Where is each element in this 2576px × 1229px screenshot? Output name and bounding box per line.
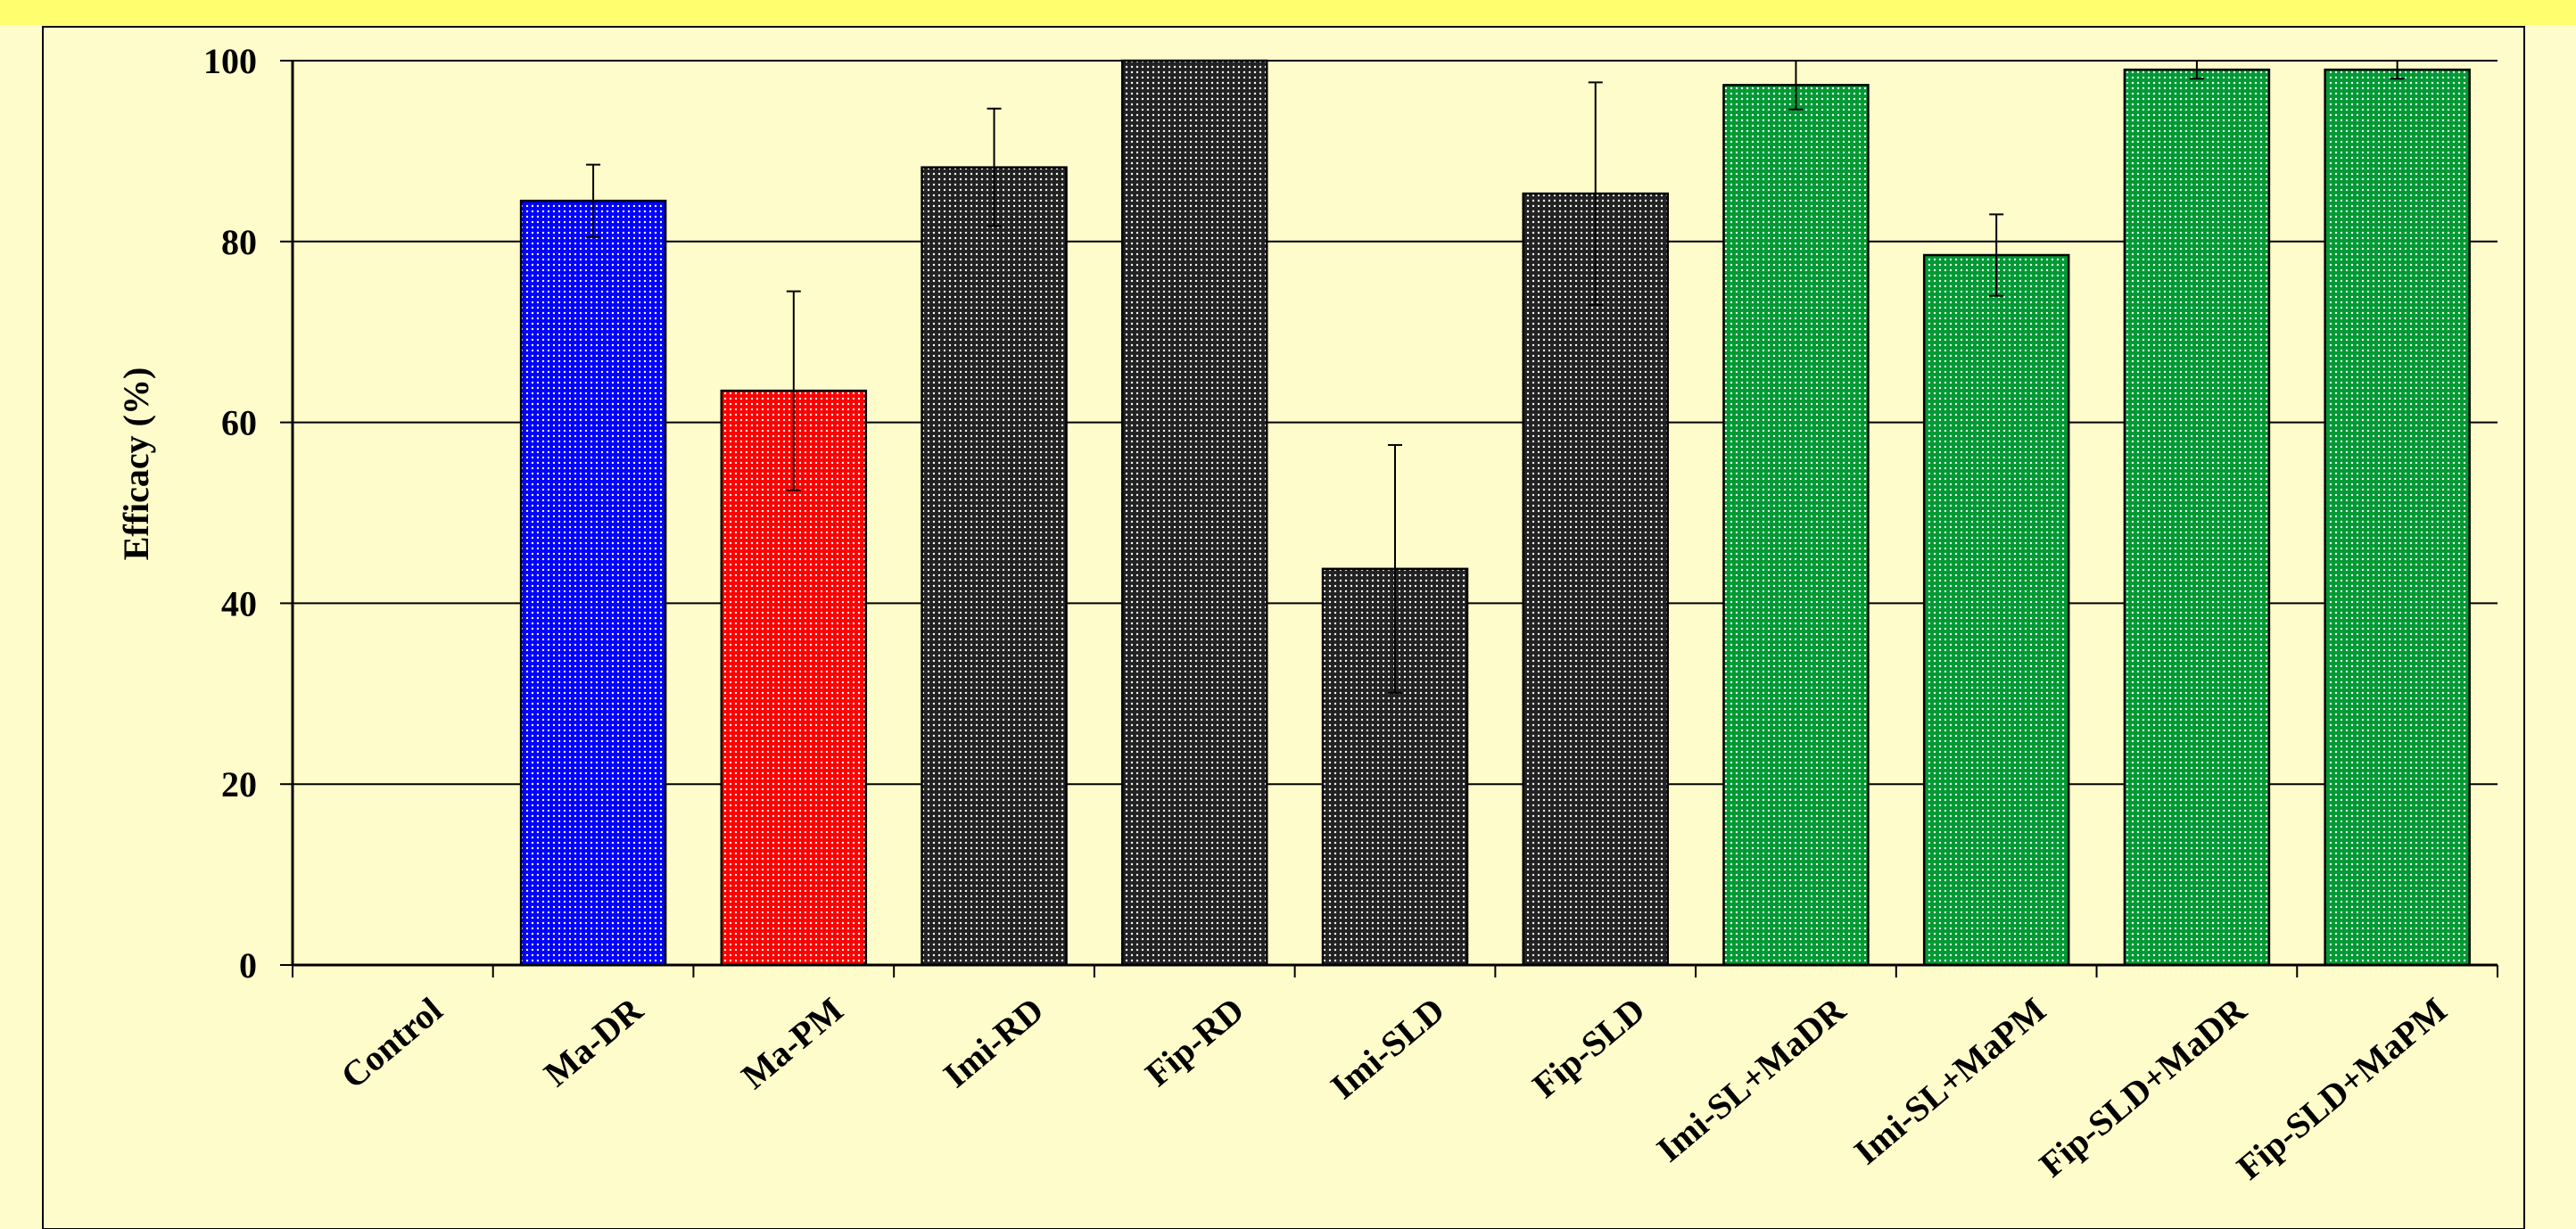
bar — [1522, 193, 1669, 967]
y-tick-label: 0 — [239, 945, 257, 986]
y-tick-label: 100 — [203, 41, 257, 81]
y-axis-title: Efficacy (%) — [116, 367, 156, 561]
y-tick-label: 80 — [221, 222, 257, 262]
y-tick-label: 40 — [221, 583, 257, 623]
top-banner-strip — [0, 0, 2576, 25]
bar — [1722, 84, 1870, 967]
axes — [280, 60, 2498, 977]
bar — [1121, 60, 1268, 966]
bar — [1923, 254, 2070, 966]
bar — [2123, 69, 2270, 966]
bar — [520, 200, 667, 967]
bar — [921, 166, 1068, 967]
y-tick-label: 20 — [221, 764, 257, 804]
y-tick-label: 60 — [221, 403, 257, 443]
bar — [2324, 69, 2471, 966]
plot-panel — [42, 26, 2525, 1229]
